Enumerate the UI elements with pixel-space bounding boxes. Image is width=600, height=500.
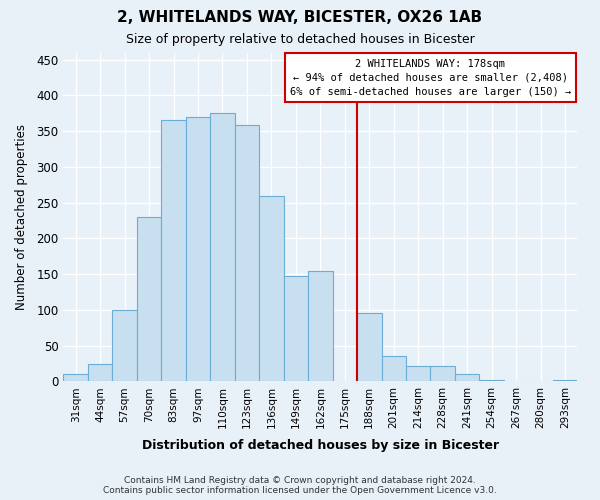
- Text: 2, WHITELANDS WAY, BICESTER, OX26 1AB: 2, WHITELANDS WAY, BICESTER, OX26 1AB: [118, 10, 482, 25]
- Bar: [64, 374, 88, 382]
- Bar: [382, 356, 406, 382]
- Bar: [88, 364, 112, 382]
- Bar: [430, 366, 455, 382]
- X-axis label: Distribution of detached houses by size in Bicester: Distribution of detached houses by size …: [142, 440, 499, 452]
- Bar: [186, 117, 210, 382]
- Text: Contains public sector information licensed under the Open Government Licence v3: Contains public sector information licen…: [103, 486, 497, 495]
- Text: Size of property relative to detached houses in Bicester: Size of property relative to detached ho…: [125, 32, 475, 46]
- Bar: [553, 380, 577, 382]
- Bar: [357, 313, 382, 382]
- Bar: [210, 114, 235, 382]
- Bar: [479, 380, 504, 382]
- Bar: [259, 196, 284, 382]
- Bar: [504, 380, 528, 382]
- Bar: [112, 310, 137, 382]
- Bar: [284, 276, 308, 382]
- Bar: [137, 217, 161, 382]
- Text: 2 WHITELANDS WAY: 178sqm
← 94% of detached houses are smaller (2,408)
6% of semi: 2 WHITELANDS WAY: 178sqm ← 94% of detach…: [290, 58, 571, 96]
- Y-axis label: Number of detached properties: Number of detached properties: [15, 124, 28, 310]
- Bar: [235, 126, 259, 382]
- Text: Contains HM Land Registry data © Crown copyright and database right 2024.: Contains HM Land Registry data © Crown c…: [124, 476, 476, 485]
- Bar: [455, 374, 479, 382]
- Bar: [406, 366, 430, 382]
- Bar: [161, 120, 186, 382]
- Bar: [308, 270, 332, 382]
